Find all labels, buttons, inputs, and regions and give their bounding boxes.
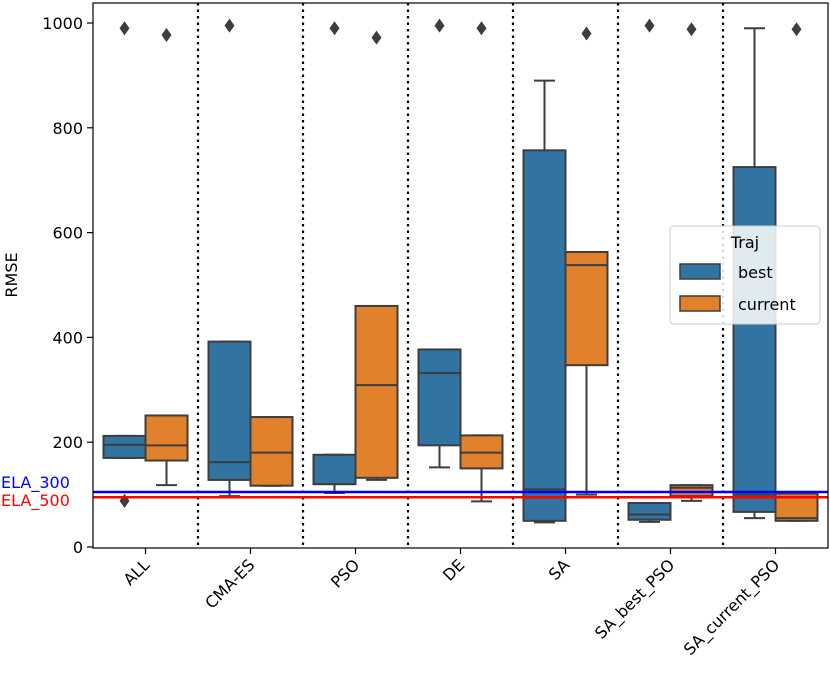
y-axis-label: RMSE [2, 252, 21, 297]
y-axis: 0 200 400 600 800 1000 [42, 14, 93, 557]
x-tick-label: DE [439, 555, 468, 584]
y-tick-label: 400 [52, 328, 83, 347]
y-tick-label: 0 [73, 538, 83, 557]
x-tick-label: SA_best_PSO [591, 555, 679, 643]
best-de-box [417, 348, 462, 447]
x-tick-label: SA_current_PSO [680, 555, 784, 659]
hline-label: ELA_300 [1, 473, 70, 493]
current-sa-best-pso-outlier-marker [686, 22, 697, 37]
best-pso-box [312, 453, 357, 486]
outlier-markers [119, 18, 802, 508]
current-sa-box [564, 250, 609, 367]
x-tick-label: ALL [120, 555, 154, 589]
box-series [102, 27, 819, 524]
best-sa-best-pso-box [627, 501, 672, 521]
current-all-outlier-marker [161, 28, 172, 43]
current-pso-box [354, 304, 399, 479]
y-tick-label: 200 [52, 433, 83, 452]
best-sa-best-pso-outlier-marker [644, 18, 655, 33]
current-de-outlier-marker [476, 21, 487, 36]
y-tick-label: 600 [52, 224, 83, 243]
best-sa-current-pso-box [732, 166, 777, 513]
current-sa-current-pso-outlier-marker [791, 22, 802, 37]
x-tick-label: CMA-ES [201, 555, 258, 612]
best-pso-outlier-marker [329, 21, 340, 36]
legend-title: Traj [730, 233, 759, 252]
best-cma-es-box [207, 340, 252, 481]
legend: Traj best current [669, 225, 821, 325]
legend-label-best: best [738, 263, 773, 282]
current-all-box [144, 414, 189, 462]
legend-swatch-best [679, 263, 721, 280]
best-sa-box [522, 149, 567, 522]
best-de-outlier-marker [434, 18, 445, 33]
legend-label-current: current [738, 295, 796, 314]
y-tick-label: 800 [52, 119, 83, 138]
x-tick-label: PSO [327, 555, 363, 591]
current-cma-es-box [249, 416, 294, 487]
hline-label: ELA_500 [1, 491, 70, 511]
best-cma-es-outlier-marker [224, 18, 235, 33]
y-tick-label: 1000 [42, 14, 83, 33]
current-pso-outlier-marker [371, 30, 382, 45]
x-tick-label: SA [545, 555, 574, 584]
current-sa-outlier-marker [581, 26, 592, 41]
best-all-outlier-marker [119, 21, 130, 36]
x-axis: ALL CMA-ES PSO DE SA SA_best_PSO SA_current_PS… [120, 548, 784, 660]
best-all-box [102, 434, 147, 459]
legend-swatch-current [679, 295, 721, 312]
